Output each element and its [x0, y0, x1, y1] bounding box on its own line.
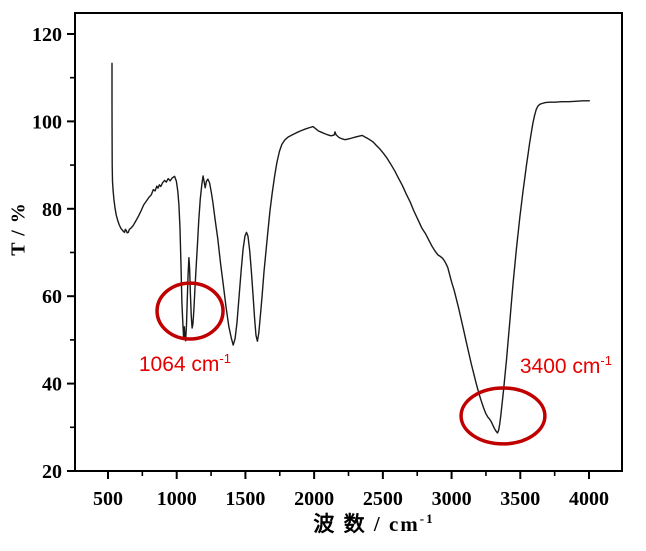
annotation-ellipse: [459, 386, 547, 446]
x-axis-title: 波 数 / cm-1: [313, 508, 434, 538]
annotation-ellipse: [155, 281, 225, 341]
annotation-label-3400: 3400 cm-1: [520, 353, 612, 379]
annotation-3400-text: 3400 cm: [519, 355, 601, 379]
x-axis-title-text: 波 数 / cm: [313, 512, 420, 536]
x-tick-label: 4000: [569, 488, 609, 510]
x-tick-label: 1500: [225, 488, 265, 510]
y-tick-label: 120: [32, 24, 62, 46]
spectrum-curve: [111, 62, 590, 434]
annotation-1064-exponent: -1: [219, 350, 231, 366]
y-tick-label: 60: [42, 286, 62, 308]
x-tick-label: 2500: [363, 488, 403, 510]
annotation-label-1064: 1064 cm-1: [139, 351, 231, 377]
x-tick-label: 2000: [294, 488, 334, 510]
x-tick-label: 500: [93, 488, 123, 510]
x-axis-title-exponent: -1: [419, 511, 435, 526]
x-tick-label: 3500: [500, 488, 540, 510]
x-tick-label: 1000: [157, 488, 197, 510]
y-tick-label: 40: [42, 374, 62, 396]
y-tick-label: 100: [32, 111, 62, 133]
annotation-1064-text: 1064 cm: [138, 352, 220, 376]
annotation-3400-exponent: -1: [600, 353, 612, 369]
x-tick-label: 3000: [432, 488, 472, 510]
y-tick-label: 80: [42, 199, 62, 221]
y-axis-title-text: T / %: [7, 202, 30, 256]
y-axis-title: T / %: [8, 202, 31, 256]
y-tick-label: 20: [42, 461, 62, 483]
